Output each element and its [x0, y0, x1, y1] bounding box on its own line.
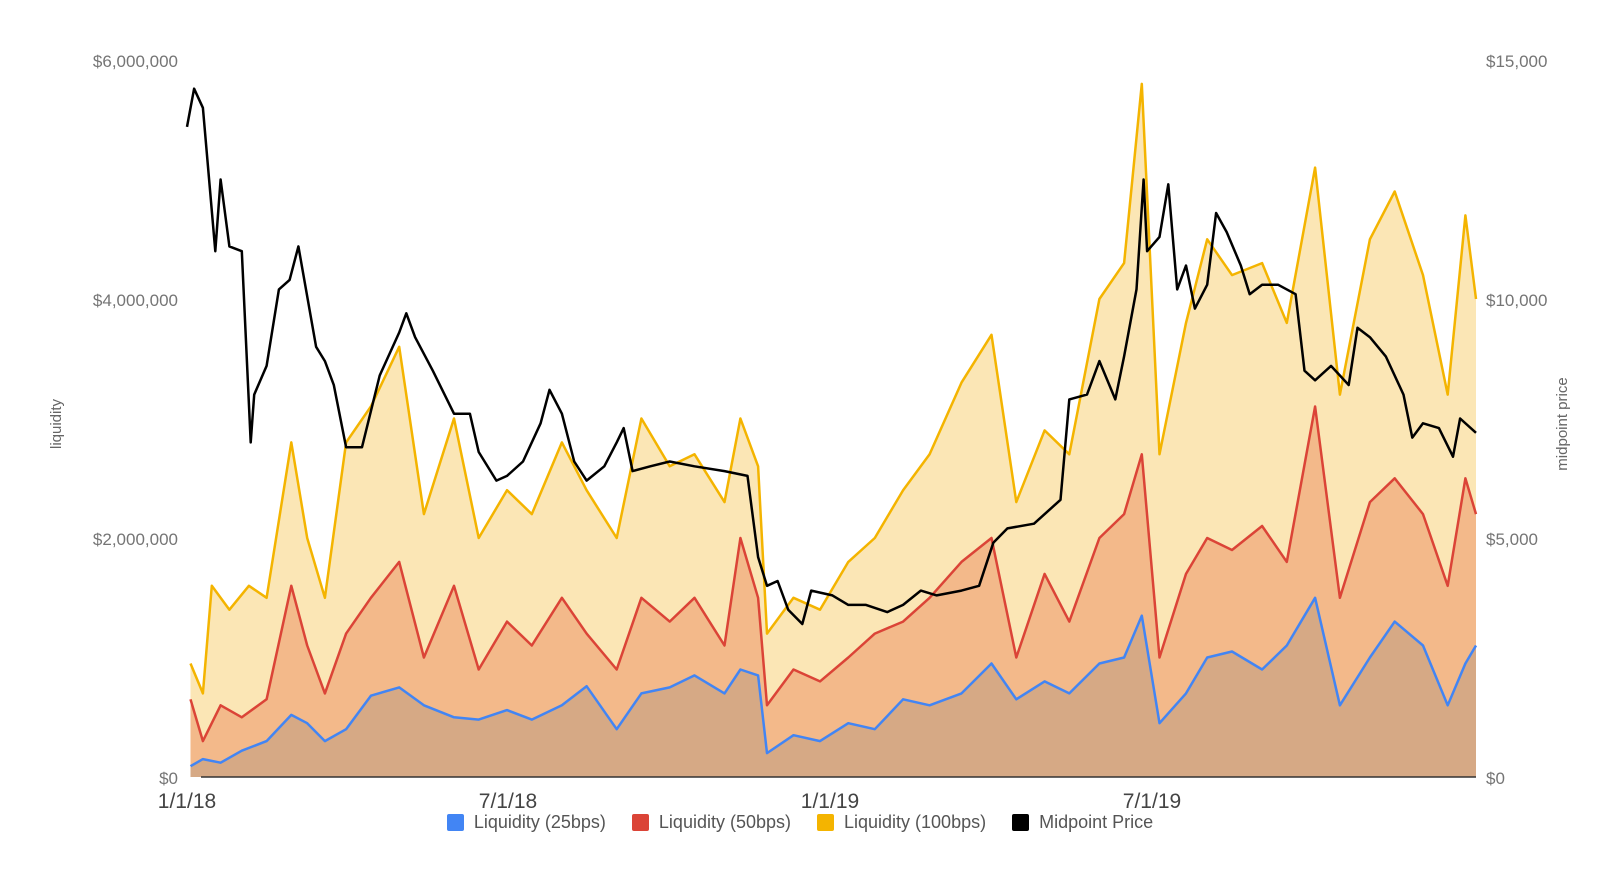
legend-swatch — [631, 814, 649, 831]
series-line-1[interactable] — [189, 405, 1478, 743]
series-area-1 — [190, 406, 1476, 777]
legend-label: Liquidity (25bps) — [473, 812, 606, 832]
legend-swatch — [446, 814, 464, 831]
y-tick-label: $0 — [159, 769, 178, 788]
legend-swatch — [817, 814, 834, 831]
midpoint-price-line[interactable] — [185, 87, 1477, 626]
y2-axis-title: midpoint price — [1554, 377, 1571, 470]
y-tick-label: $2,000,000 — [93, 530, 178, 549]
legend-item-100bps[interactable]: Liquidity (100bps) — [817, 812, 986, 833]
y2-tick-label: $15,000 — [1486, 52, 1547, 71]
legend-item-midpoint[interactable]: Midpoint Price — [1012, 812, 1153, 833]
chart-legend: Liquidity (25bps) Liquidity (50bps) Liqu… — [0, 812, 1600, 833]
legend-label: Liquidity (100bps) — [844, 812, 987, 832]
legend-item-50bps[interactable]: Liquidity (50bps) — [631, 812, 791, 833]
y2-tick-label: $10,000 — [1486, 291, 1547, 310]
x-tick-label: 7/1/18 — [479, 790, 537, 813]
y2-tick-label: $0 — [1486, 769, 1505, 788]
legend-label: Midpoint Price — [1039, 812, 1154, 832]
legend-item-25bps[interactable]: Liquidity (25bps) — [446, 812, 606, 833]
y2-tick-label: $5,000 — [1486, 530, 1538, 549]
y-axis-title: liquidity — [48, 398, 65, 449]
series-area-0 — [190, 597, 1476, 777]
y-tick-label: $6,000,000 — [93, 52, 178, 71]
legend-label: Liquidity (50bps) — [658, 812, 791, 832]
x-tick-label: 7/1/19 — [1123, 790, 1181, 813]
legend-swatch — [1012, 814, 1030, 831]
series-line-0[interactable] — [189, 596, 1478, 768]
x-tick-label: 1/1/18 — [158, 790, 216, 813]
x-tick-label: 1/1/19 — [801, 790, 859, 813]
y-tick-label: $4,000,000 — [93, 291, 178, 310]
